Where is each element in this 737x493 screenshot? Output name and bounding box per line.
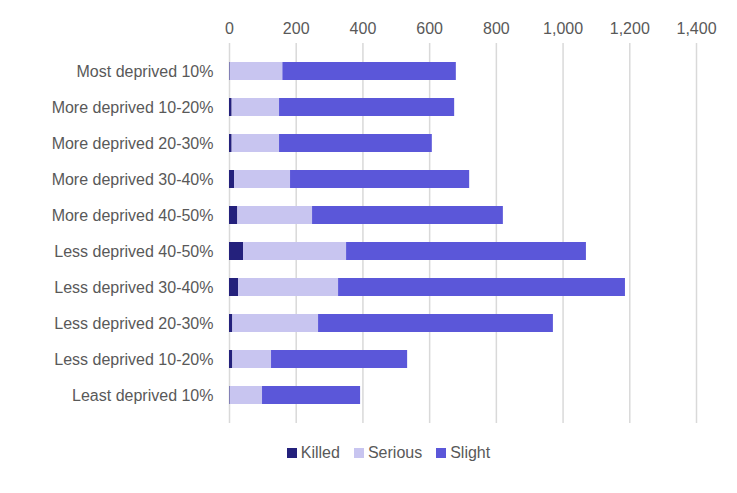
svg-text:More deprived 40-50%: More deprived 40-50% [52,207,214,224]
svg-text:More deprived 30-40%: More deprived 30-40% [52,171,214,188]
svg-text:Less deprived 40-50%: Less deprived 40-50% [54,243,213,260]
svg-text:800: 800 [483,20,510,37]
svg-text:More deprived 20-30%: More deprived 20-30% [52,135,214,152]
svg-text:Least deprived 10%: Least deprived 10% [72,387,213,404]
svg-text:1,200: 1,200 [610,20,650,37]
svg-text:Less deprived 30-40%: Less deprived 30-40% [54,279,213,296]
svg-text:Less deprived 20-30%: Less deprived 20-30% [54,315,213,332]
svg-text:1,000: 1,000 [543,20,583,37]
html-text:Slight: Slight [450,444,491,461]
html-text:Serious: Serious [367,444,423,461]
svg-text:200: 200 [283,20,310,37]
svg-text:400: 400 [350,20,377,37]
svg-text:600: 600 [416,20,443,37]
svg-text:0: 0 [225,20,234,37]
html-text:Killed: Killed [300,444,340,461]
svg-text:More deprived 10-20%: More deprived 10-20% [52,99,214,116]
svg-text:Most deprived 10%: Most deprived 10% [77,63,214,80]
svg-text:Less deprived 10-20%: Less deprived 10-20% [54,351,213,368]
svg-text:1,400: 1,400 [676,20,716,37]
